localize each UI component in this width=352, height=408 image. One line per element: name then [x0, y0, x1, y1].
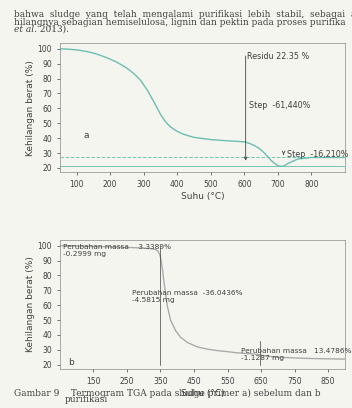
- Text: Step  -16,210%: Step -16,210%: [287, 150, 349, 159]
- Text: Gambar 9    Termogram TGA pada sludge primer a) sebelum dan b: Gambar 9 Termogram TGA pada sludge prime…: [14, 389, 321, 398]
- Text: hilangnya sebagian hemiselulosa, lignin dan pektin pada proses purifika: hilangnya sebagian hemiselulosa, lignin …: [14, 18, 346, 27]
- Text: Step  -61,440%: Step -61,440%: [249, 101, 310, 110]
- Text: Residu 22.35 %: Residu 22.35 %: [247, 52, 309, 61]
- Text: b: b: [68, 358, 74, 367]
- Y-axis label: Kehilangan berat (%): Kehilangan berat (%): [26, 60, 35, 155]
- Text: a: a: [83, 131, 89, 140]
- Text: Perubahan massa   13.4786%
-1.1287 mg: Perubahan massa 13.4786% -1.1287 mg: [241, 348, 352, 361]
- Text: Perubahan massa    3.3389%
-0.2999 mg: Perubahan massa 3.3389% -0.2999 mg: [63, 244, 171, 257]
- Y-axis label: Kehilangan berat (%): Kehilangan berat (%): [26, 257, 35, 353]
- X-axis label: Suhu (°C): Suhu (°C): [181, 389, 224, 398]
- Text: purifikasi: purifikasi: [65, 395, 108, 404]
- X-axis label: Suhu (°C): Suhu (°C): [181, 192, 224, 201]
- Text: Perubahan massa  -36.0436%
-4.5815 mg: Perubahan massa -36.0436% -4.5815 mg: [132, 290, 243, 303]
- Text: et al.: et al.: [14, 25, 37, 34]
- Text: 2013).: 2013).: [37, 25, 69, 34]
- Text: bahwa  sludge  yang  telah  mengalami  purifikasi  lebih  stabil,  sebagai  a: bahwa sludge yang telah mengalami purifi…: [14, 10, 352, 19]
